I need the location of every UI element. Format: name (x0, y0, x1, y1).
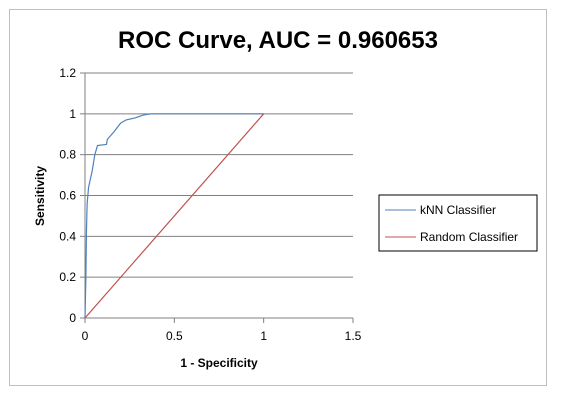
legend-box (378, 194, 538, 252)
series-lines (84, 113, 265, 319)
y-tick-label: 0.4 (59, 229, 76, 243)
x-tick-label: 0.5 (166, 329, 183, 343)
series-line-knn (84, 113, 264, 319)
chart-title: ROC Curve, AUC = 0.960653 (118, 27, 438, 54)
x-tick-label: 0 (82, 329, 89, 343)
y-tick-label: 1.2 (59, 66, 76, 80)
legend-label-knn: kNN Classifier (420, 203, 496, 217)
y-tick-label: 0.6 (59, 189, 76, 203)
grid-lines (85, 72, 353, 278)
series-line-random (84, 113, 265, 319)
x-tick-label: 1 (260, 329, 267, 343)
legend: kNN Classifier Random Classifier (378, 194, 538, 252)
y-axis-label: Sensitivity (33, 166, 47, 226)
chart-frame (9, 9, 547, 386)
x-axis-label: 1 - Specificity (180, 356, 258, 370)
axes (80, 72, 354, 323)
tick-labels: 0 0.2 0.4 0.6 0.8 1 1.2 0 0.5 1 1.5 (59, 66, 361, 343)
y-tick-label: 0.8 (59, 148, 76, 162)
y-tick-label: 1 (69, 107, 76, 121)
y-tick-label: 0.2 (59, 270, 76, 284)
legend-label-random: Random Classifier (420, 230, 518, 244)
y-tick-label: 0 (69, 311, 76, 325)
x-tick-label: 1.5 (345, 329, 362, 343)
